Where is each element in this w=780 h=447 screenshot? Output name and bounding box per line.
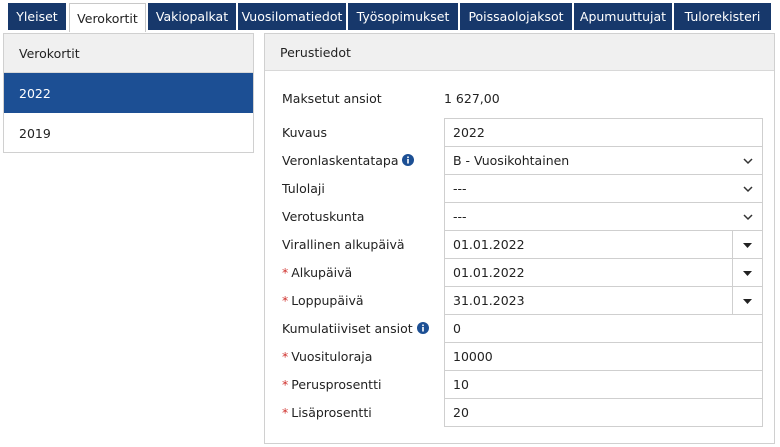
input-value: 01.01.2022 bbox=[453, 265, 525, 280]
chevron-icon bbox=[743, 158, 753, 165]
label-text: Tulolaji bbox=[282, 180, 325, 196]
tab[interactable]: Vakiopalkat bbox=[148, 3, 236, 30]
caret-icon bbox=[743, 299, 752, 304]
field-label: * Lisäprosentti bbox=[282, 398, 372, 426]
tab[interactable]: Verokortit bbox=[69, 3, 146, 32]
input-text[interactable]: 10000 bbox=[444, 342, 763, 371]
tab[interactable]: Yleiset bbox=[8, 3, 66, 30]
tab[interactable]: Vuosilomatiedot bbox=[238, 3, 346, 30]
input-date[interactable]: 01.01.2022 bbox=[444, 258, 763, 289]
input-value: 10000 bbox=[453, 349, 493, 364]
date-button[interactable] bbox=[732, 286, 763, 317]
required-mark: * bbox=[282, 404, 289, 420]
summary-label: Maksetut ansiot bbox=[282, 90, 382, 106]
field-label: * Alkupäivä bbox=[282, 258, 352, 286]
field-label: Virallinen alkupäivä bbox=[282, 230, 405, 258]
input-value: --- bbox=[453, 181, 467, 196]
label-text: Alkupäivä bbox=[291, 264, 353, 280]
input-value: 31.01.2023 bbox=[453, 293, 525, 308]
tab[interactable]: Työsopimukset bbox=[348, 3, 458, 30]
input-text[interactable]: 10 bbox=[444, 370, 763, 399]
left-panel-title: Verokortit bbox=[4, 34, 253, 73]
year-item[interactable]: 2022 bbox=[4, 73, 253, 113]
tab[interactable]: Poissaolojaksot bbox=[460, 3, 572, 30]
chevron-icon bbox=[743, 214, 753, 221]
label-text: Loppupäivä bbox=[291, 292, 364, 308]
summary-value: 1 627,00 bbox=[444, 90, 500, 106]
input-value: --- bbox=[453, 209, 467, 224]
right-panel-title: Perustiedot bbox=[265, 34, 774, 71]
year-list: 2022 2019 bbox=[4, 73, 253, 153]
input-select[interactable]: --- bbox=[444, 202, 763, 231]
caret-icon bbox=[743, 271, 752, 276]
input-value: 20 bbox=[453, 405, 469, 420]
field-label: Kumulatiiviset ansiot bbox=[282, 314, 429, 342]
label-text: Veronlaskentatapa bbox=[282, 152, 399, 168]
label-text: Verotuskunta bbox=[282, 208, 365, 224]
tab[interactable]: Apumuuttujat bbox=[574, 3, 672, 30]
field-label: Kuvaus bbox=[282, 118, 327, 146]
date-button[interactable] bbox=[732, 230, 763, 261]
label-text: Kuvaus bbox=[282, 124, 327, 140]
field-label: * Vuosituloraja bbox=[282, 342, 372, 370]
input-value: B - Vuosikohtainen bbox=[453, 153, 570, 168]
input-value: 0 bbox=[453, 321, 461, 336]
field-label: Veronlaskentatapa bbox=[282, 146, 415, 174]
input-value: 01.01.2022 bbox=[453, 237, 525, 252]
required-mark: * bbox=[282, 292, 289, 308]
tab[interactable]: Tulorekisteri bbox=[674, 3, 771, 30]
field-label: Verotuskunta bbox=[282, 202, 364, 230]
label-text: Virallinen alkupäivä bbox=[282, 236, 405, 252]
info-icon bbox=[416, 322, 429, 334]
date-button[interactable] bbox=[732, 258, 763, 289]
required-mark: * bbox=[282, 264, 289, 280]
chevron-icon bbox=[743, 186, 753, 193]
input-text[interactable]: 2022 bbox=[444, 118, 763, 147]
required-mark: * bbox=[282, 376, 289, 392]
required-mark: * bbox=[282, 348, 289, 364]
label-text: Perusprosentti bbox=[291, 376, 382, 392]
input-value: 10 bbox=[453, 377, 469, 392]
input-date[interactable]: 01.01.2022 bbox=[444, 230, 763, 261]
input-select[interactable]: --- bbox=[444, 174, 763, 203]
label-text: Kumulatiiviset ansiot bbox=[282, 320, 413, 336]
label-text: Lisäprosentti bbox=[291, 404, 372, 420]
field-label: * Loppupäivä bbox=[282, 286, 364, 314]
year-item[interactable]: 2019 bbox=[19, 125, 51, 141]
input-select[interactable]: B - Vuosikohtainen bbox=[444, 146, 763, 175]
left-panel: Verokortit 2022 2019 bbox=[3, 33, 254, 153]
field-label: * Perusprosentti bbox=[282, 370, 381, 398]
info-icon bbox=[402, 154, 415, 166]
input-text[interactable]: 20 bbox=[444, 398, 763, 427]
caret-icon bbox=[743, 243, 752, 248]
input-value: 2022 bbox=[453, 125, 485, 140]
input-date[interactable]: 31.01.2023 bbox=[444, 286, 763, 317]
field-label: Tulolaji bbox=[282, 174, 325, 202]
input-text[interactable]: 0 bbox=[444, 314, 763, 343]
label-text: Vuosituloraja bbox=[291, 348, 373, 364]
